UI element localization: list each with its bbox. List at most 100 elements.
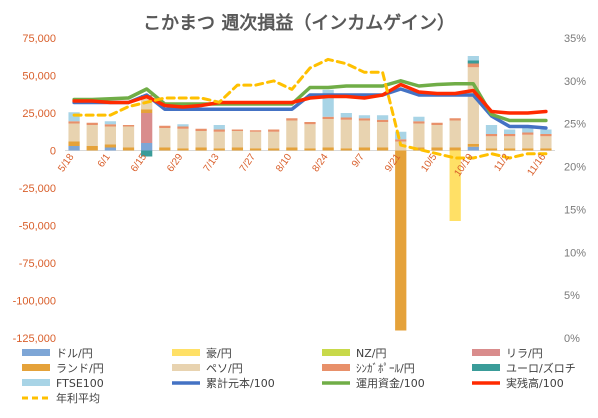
bar-segment — [540, 129, 552, 134]
bar-segment — [522, 148, 534, 151]
bar-segment — [177, 124, 189, 127]
legend-label: 年利平均 — [56, 391, 100, 405]
legend-swatch — [172, 364, 200, 371]
left-tick-label: 0 — [50, 146, 56, 158]
bar-segment — [449, 147, 461, 151]
bar-segment — [231, 131, 244, 148]
chart-title: こかまつ 週次損益（インカムゲイン） — [143, 12, 455, 34]
legend-label: ペソ/円 — [206, 362, 243, 375]
bar-segment — [376, 119, 389, 122]
legend-label: 運用資金/100 — [356, 376, 425, 390]
right-tick-label: 35% — [564, 33, 586, 45]
bar-segment — [268, 148, 280, 151]
bar-segment — [268, 131, 280, 149]
bar-segment — [249, 130, 262, 132]
bar-segment — [304, 124, 316, 149]
series-line — [72, 79, 548, 123]
right-tick-label: 20% — [564, 162, 586, 174]
bar-segment — [413, 121, 425, 124]
bar-segment — [286, 118, 298, 121]
bar-segment — [340, 119, 352, 149]
bar-segment — [286, 147, 298, 151]
bar-segment — [104, 144, 116, 148]
bar-segment — [213, 148, 225, 151]
x-tick-label: 6/1 — [96, 152, 113, 170]
bar-segment — [540, 148, 552, 151]
bar-segment — [195, 128, 207, 131]
legend-swatch — [22, 379, 50, 386]
bar-segment — [540, 134, 552, 137]
bar-segment — [467, 146, 479, 151]
bar-segment — [231, 129, 244, 131]
bar-segment — [322, 116, 334, 119]
bar-segment — [467, 56, 479, 61]
right-tick-label: 30% — [564, 76, 586, 88]
bar-segment — [413, 147, 425, 151]
legend-label: ドル/円 — [56, 347, 93, 360]
bar-segment — [358, 115, 371, 119]
right-tick-label: 10% — [564, 247, 586, 259]
right-tick-label: 25% — [564, 119, 586, 131]
bar-segment — [449, 120, 461, 148]
left-tick-label: 25,000 — [22, 108, 56, 120]
bar-segment — [68, 123, 80, 142]
bar-segment — [141, 113, 153, 143]
bar-segment — [159, 125, 171, 128]
bar-segment — [395, 139, 407, 142]
bar-segment — [413, 116, 425, 122]
x-tick-label: 11/16 — [525, 152, 548, 179]
bar-segment — [485, 148, 498, 151]
legend-label: ｼﾝｶﾞﾎﾟｰﾙ/円 — [356, 362, 415, 375]
legend-swatch — [172, 349, 200, 356]
bar-segment — [68, 141, 80, 146]
bar-segment — [213, 129, 225, 132]
legend-label: ユーロ/ズロチ — [506, 361, 576, 375]
bar-segment — [376, 122, 389, 148]
bar-segment — [467, 60, 479, 64]
left-tick-label: -50,000 — [19, 221, 56, 233]
bar-segment — [322, 89, 334, 117]
bar-segment — [322, 119, 334, 148]
legend-swatch — [472, 349, 500, 356]
bar-segment — [268, 129, 280, 132]
bar-segment — [195, 131, 207, 148]
left-tick-label: -75,000 — [19, 258, 56, 270]
bar-segment — [467, 67, 479, 144]
legend-swatch — [22, 364, 50, 371]
legend-label: FTSE100 — [56, 377, 104, 390]
left-tick-label: 50,000 — [22, 71, 56, 83]
x-tick-label: 5/18 — [56, 152, 76, 175]
bar-segment — [304, 148, 316, 151]
x-tick-label: 8/10 — [274, 152, 294, 175]
bar-segment — [68, 121, 80, 124]
legend-swatch — [22, 349, 50, 356]
bar-segment — [376, 115, 389, 120]
legend-swatch — [322, 364, 350, 371]
legend-label: 実残高/100 — [506, 376, 564, 390]
bar-segment — [522, 134, 534, 149]
x-tick-label: 7/13 — [202, 152, 222, 175]
bar-segment — [104, 147, 116, 151]
bar-segment — [159, 147, 171, 151]
bar-segment — [141, 143, 153, 151]
series-line — [72, 82, 548, 115]
bar-segment — [467, 63, 479, 68]
bar-segment — [522, 128, 534, 133]
legend-swatch — [472, 364, 500, 371]
bar-segment — [340, 117, 352, 120]
bar-segment — [104, 121, 116, 125]
bar-segment — [213, 125, 225, 130]
plot-area: 75,000 50,000 25,000 0 -25,000 -50,000 -75,000… — [13, 33, 587, 345]
left-tick-label: -25,000 — [19, 183, 56, 195]
bar-segment — [485, 136, 498, 149]
bar-segment — [195, 147, 207, 151]
legend-label: ランド/円 — [56, 362, 104, 375]
x-tick-label: 7/27 — [238, 152, 258, 175]
bar-segment — [122, 125, 135, 127]
bar-segment — [376, 147, 389, 151]
bar-segment — [358, 120, 371, 148]
bar-segment — [86, 125, 98, 146]
left-tick-label: -125,000 — [13, 333, 56, 345]
bar-segment — [141, 109, 153, 113]
